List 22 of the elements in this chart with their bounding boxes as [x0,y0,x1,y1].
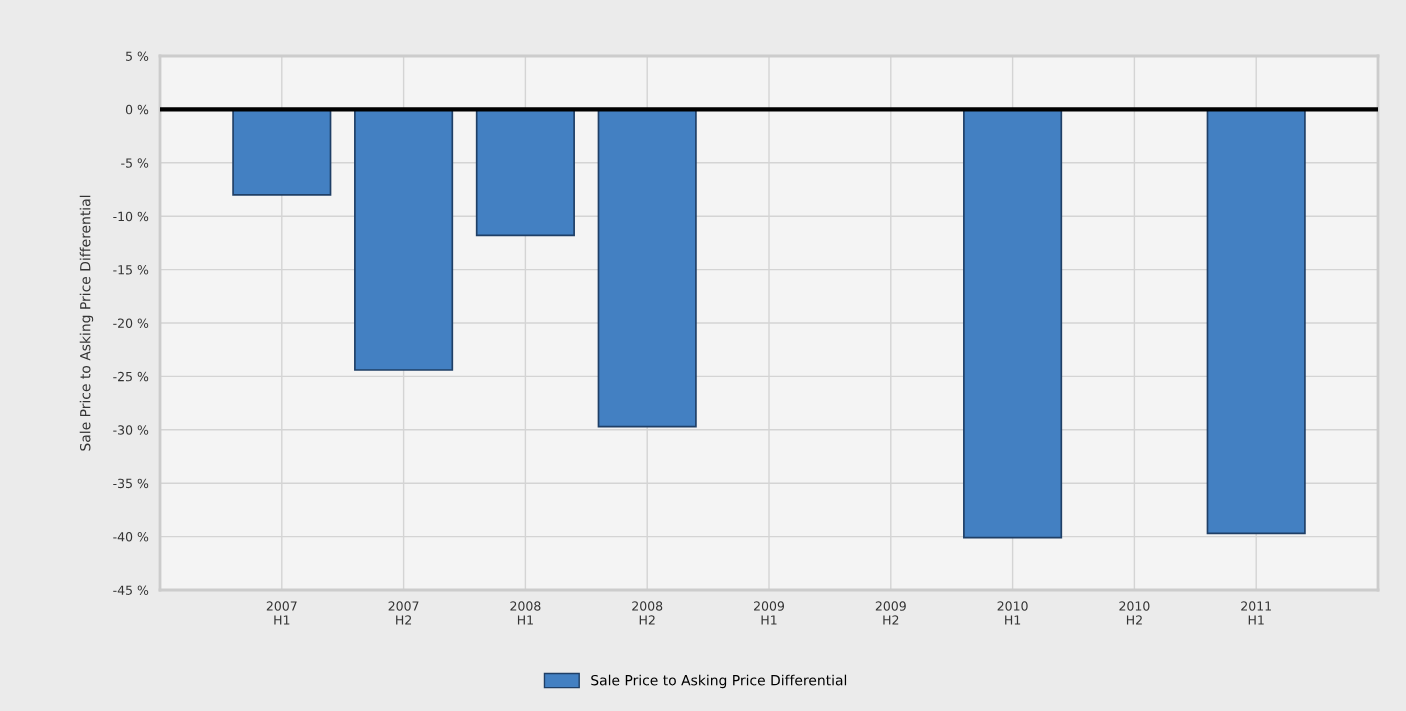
y-tick-label: -15 % [113,265,149,275]
y-tick-label: -30 % [113,425,149,435]
y-tick-label: 5 % [126,51,149,61]
y-tick-label: -10 % [113,211,149,222]
x-tick-label: 2008 H2 [632,601,663,625]
y-tick-label: -5 % [121,158,149,168]
x-tick-label: 2007 H1 [266,601,297,625]
x-tick-label: 2009 H1 [754,601,785,625]
y-tick-label: -40 % [113,532,149,542]
y-tick-label: 0 % [125,104,149,115]
legend-label: Sale Price to Asking Price Differential [591,674,847,689]
x-tick-label: 2010 H2 [1119,601,1150,625]
y-tick-label: -45 % [113,585,149,595]
y-tick-label: -25 % [113,371,149,382]
x-tick-label: 2009 H2 [875,601,906,625]
y-tick-label: -35 % [113,478,149,489]
x-tick-label: 2011 H1 [1241,601,1271,625]
y-axis-title: Sale Price to Asking Price Differential [79,195,94,451]
y-tick-label: -20 % [113,318,149,328]
x-tick-label: 2010 H1 [997,601,1028,625]
x-tick-label: 2007 H2 [388,601,419,625]
x-tick-label: 2008 H1 [510,601,541,625]
